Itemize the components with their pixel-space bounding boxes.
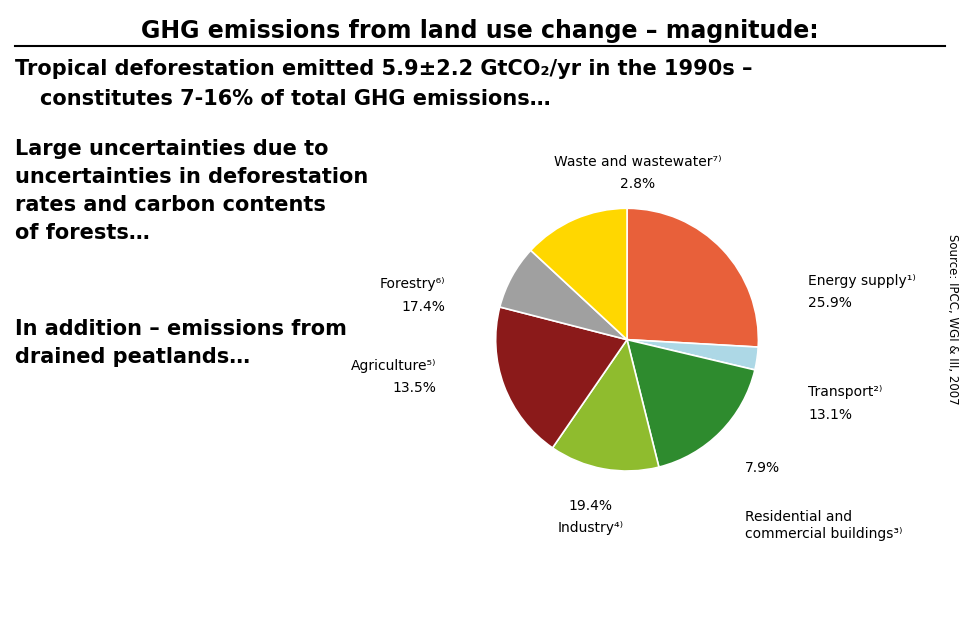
Text: 17.4%: 17.4% bbox=[402, 300, 445, 314]
Wedge shape bbox=[495, 307, 627, 448]
Text: of forests…: of forests… bbox=[15, 223, 150, 243]
Text: Transport²⁾: Transport²⁾ bbox=[808, 385, 882, 399]
Text: 7.9%: 7.9% bbox=[745, 460, 780, 474]
Text: constitutes 7-16% of total GHG emissions…: constitutes 7-16% of total GHG emissions… bbox=[40, 89, 551, 109]
Text: rates and carbon contents: rates and carbon contents bbox=[15, 195, 325, 215]
Text: Forestry⁶⁾: Forestry⁶⁾ bbox=[380, 277, 445, 291]
Text: In addition – emissions from: In addition – emissions from bbox=[15, 319, 347, 339]
Text: Agriculture⁵⁾: Agriculture⁵⁾ bbox=[351, 359, 437, 373]
Text: uncertainties in deforestation: uncertainties in deforestation bbox=[15, 167, 369, 187]
Text: Large uncertainties due to: Large uncertainties due to bbox=[15, 139, 328, 159]
Text: 13.1%: 13.1% bbox=[808, 408, 852, 421]
Wedge shape bbox=[531, 208, 627, 340]
Wedge shape bbox=[627, 340, 755, 467]
Text: 13.5%: 13.5% bbox=[393, 381, 437, 395]
Wedge shape bbox=[627, 340, 758, 370]
Text: Waste and wastewater⁷⁾: Waste and wastewater⁷⁾ bbox=[554, 155, 721, 169]
Wedge shape bbox=[500, 250, 627, 340]
Text: 25.9%: 25.9% bbox=[808, 296, 852, 310]
Text: 19.4%: 19.4% bbox=[568, 499, 612, 513]
Text: Industry⁴⁾: Industry⁴⁾ bbox=[557, 521, 623, 535]
Wedge shape bbox=[627, 208, 758, 347]
Text: Residential and
commercial buildings³⁾: Residential and commercial buildings³⁾ bbox=[745, 511, 902, 541]
Wedge shape bbox=[553, 340, 659, 471]
Text: drained peatlands…: drained peatlands… bbox=[15, 347, 251, 367]
Text: Source: IPCC, WGI & III, 2007: Source: IPCC, WGI & III, 2007 bbox=[946, 234, 958, 404]
Text: GHG emissions from land use change – magnitude:: GHG emissions from land use change – mag… bbox=[141, 19, 819, 43]
Text: 2.8%: 2.8% bbox=[620, 177, 655, 191]
Text: Tropical deforestation emitted 5.9±2.2 GtCO₂/yr in the 1990s –: Tropical deforestation emitted 5.9±2.2 G… bbox=[15, 59, 753, 79]
Text: Energy supply¹⁾: Energy supply¹⁾ bbox=[808, 274, 916, 287]
